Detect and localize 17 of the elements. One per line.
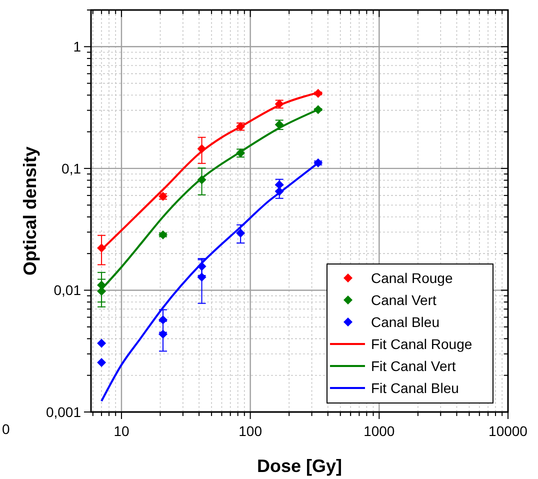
legend-label: Fit Canal Bleu — [371, 380, 459, 396]
legend-label: Fit Canal Vert — [371, 358, 456, 374]
text: 0 — [2, 421, 10, 437]
legend-label: Canal Vert — [371, 292, 436, 308]
y-tick-label: 0,001 — [46, 404, 82, 420]
y-tick-label: 1 — [73, 38, 82, 55]
y-axis-title: Optical density — [20, 146, 40, 276]
x-tick-label: 10000 — [488, 423, 528, 439]
y-tick-label: 0,01 — [54, 282, 82, 298]
legend-label: Canal Rouge — [371, 270, 453, 286]
x-axis-title: Dose [Gy] — [256, 456, 342, 476]
legend-label: Fit Canal Rouge — [371, 336, 472, 352]
x-tick-label: 1000 — [364, 423, 395, 439]
x-tick-label: 10 — [114, 423, 130, 439]
x-tick-label: 100 — [238, 423, 262, 439]
legend-label: Canal Bleu — [371, 314, 440, 330]
y-tick-label: 0,1 — [62, 160, 82, 176]
